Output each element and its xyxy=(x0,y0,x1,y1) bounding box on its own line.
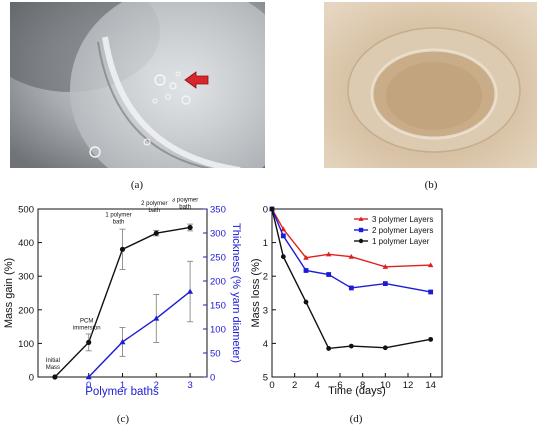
y-tick-label-d: 2 xyxy=(263,272,268,283)
x-tick-label-c: 0 xyxy=(86,380,91,391)
data-point-c-1 xyxy=(153,315,160,321)
data-point-c-0 xyxy=(52,374,58,380)
panel-label-b: (b) xyxy=(424,179,438,191)
y-tick-label-right: 300 xyxy=(210,229,226,240)
x-tick-label-d: 6 xyxy=(337,380,342,391)
y-tick-label-right: 150 xyxy=(210,301,226,312)
annotation-c: bath xyxy=(148,208,160,214)
data-point-d-2 xyxy=(326,346,332,351)
chart-c: 0 100 200 300 400 500 0 50 100 150 200 250 300 350 0 1 2… xyxy=(3,198,242,398)
panel-label-a: (a) xyxy=(130,179,144,191)
panel-label-c: (c) xyxy=(116,413,130,425)
legend-marker xyxy=(358,238,364,244)
y-tick-label-left: 500 xyxy=(18,205,34,216)
y-tick-label-right: 50 xyxy=(210,349,221,360)
y-tick-label-d: 0 xyxy=(263,205,268,216)
data-point-c-0 xyxy=(187,224,193,231)
annotation-c: bath xyxy=(113,219,125,225)
annotation-c: 3 polymer xyxy=(172,198,198,203)
y-tick-label-left: 300 xyxy=(18,272,34,283)
y-tick-label-left: 0 xyxy=(29,373,34,384)
y-tick-label-right: 200 xyxy=(210,277,226,288)
data-point-d-1 xyxy=(428,289,434,295)
data-point-c-1 xyxy=(187,288,194,294)
data-point-d-0 xyxy=(280,226,287,232)
legend-label: 2 polymer Layers xyxy=(372,226,433,235)
annotation-c: Initial xyxy=(46,358,60,364)
x-tick-label-d: 0 xyxy=(269,380,274,391)
data-point-d-2 xyxy=(428,336,434,342)
x-tick-label-d: 4 xyxy=(315,380,320,391)
data-point-d-2 xyxy=(280,254,286,260)
data-point-c-0 xyxy=(153,230,159,236)
series-line-c-1 xyxy=(88,291,191,378)
y-tick-label-d: 1 xyxy=(263,238,268,249)
red-arrow-icon xyxy=(184,71,209,89)
y-tick-label-right: 250 xyxy=(210,253,226,264)
data-point-d-1 xyxy=(280,233,286,239)
x-tick-label-d: 12 xyxy=(403,380,414,391)
legend-label: 1 polymer Layer xyxy=(372,237,430,246)
x-axis-title-d: Time (days) xyxy=(328,385,386,397)
x-tick-label-d: 8 xyxy=(360,380,365,391)
y-tick-label-d: 3 xyxy=(263,305,268,316)
plot-frame-d xyxy=(271,208,443,378)
data-point-c-1 xyxy=(85,374,92,380)
y-tick-label-left: 100 xyxy=(18,339,34,350)
data-point-d-0 xyxy=(348,253,355,259)
legend-marker xyxy=(358,216,364,221)
data-point-d-0 xyxy=(427,262,434,268)
annotation-c: 1 polymer xyxy=(105,212,131,218)
annotation-c: Mass xyxy=(46,365,60,371)
legend-label: 3 polymer Layers xyxy=(372,215,433,224)
y-tick-label-left: 400 xyxy=(18,238,34,249)
data-point-d-1 xyxy=(348,285,354,291)
x-axis-title-c: Polymer baths xyxy=(85,386,159,398)
data-point-d-1 xyxy=(382,281,388,286)
photo-b xyxy=(324,2,537,168)
data-point-d-2 xyxy=(303,299,309,305)
x-tick-label-c: 1 xyxy=(120,380,125,391)
y-tick-label-left: 200 xyxy=(18,305,34,316)
data-point-d-1 xyxy=(326,272,332,277)
data-point-d-2 xyxy=(269,206,275,212)
data-point-d-2 xyxy=(382,345,388,351)
y-axis-title-left: Mass gain (%) xyxy=(3,258,15,328)
x-tick-label-d: 2 xyxy=(292,380,297,391)
legend-marker xyxy=(358,227,364,233)
y-axis-title-d: Mass loss (%) xyxy=(250,258,262,327)
data-point-c-1 xyxy=(119,338,126,345)
annotation-c: immersion xyxy=(73,325,101,331)
annotation-c: PCM xyxy=(80,318,93,324)
y-tick-label-d: 5 xyxy=(263,373,268,384)
x-tick-label-c: 2 xyxy=(154,380,159,391)
data-point-d-2 xyxy=(348,343,354,349)
x-tick-label-d: 10 xyxy=(380,380,391,391)
annotation-c: bath xyxy=(179,204,191,210)
x-tick-label-d: 14 xyxy=(425,380,436,391)
data-point-d-0 xyxy=(325,251,332,257)
y-tick-label-d: 4 xyxy=(263,339,268,350)
x-tick-label-c: 3 xyxy=(187,380,192,391)
y-tick-label-right: 100 xyxy=(210,325,226,336)
y-tick-label-right: 350 xyxy=(210,205,226,216)
panel-label-d: (d) xyxy=(349,413,363,425)
y-axis-title-right: Thickness (% yarn diameter) xyxy=(230,223,242,363)
data-point-c-0 xyxy=(86,339,92,345)
data-point-c-0 xyxy=(119,246,126,252)
data-point-d-0 xyxy=(303,254,309,260)
y-tick-label-right: 0 xyxy=(210,373,215,384)
photo-a xyxy=(10,2,265,168)
data-point-d-1 xyxy=(303,268,309,273)
annotation-c: 2 polymer xyxy=(141,201,167,207)
data-point-d-0 xyxy=(382,264,389,269)
